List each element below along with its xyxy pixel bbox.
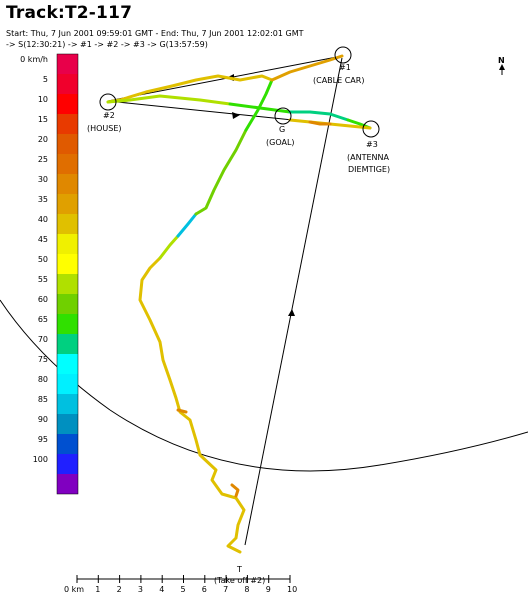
- waypoint-antenna-name2: DIEMTIGE): [348, 165, 391, 174]
- legend-swatch: [57, 74, 78, 94]
- legend-label: 70: [37, 335, 48, 344]
- legend-label: 0 km/h: [20, 55, 48, 64]
- legend-swatch: [57, 274, 78, 294]
- track-segment: [176, 212, 198, 238]
- legend-swatch: [57, 174, 78, 194]
- legend-swatch: [57, 394, 78, 414]
- legend-label: 25: [37, 155, 48, 164]
- scale-tick-label: 2: [116, 585, 122, 594]
- legend-swatch: [57, 454, 78, 474]
- scale-tick-label: 5: [180, 585, 186, 594]
- waypoint-antenna-id: #3: [366, 140, 378, 149]
- legend-label: 85: [37, 395, 48, 404]
- legend-label: 65: [37, 315, 48, 324]
- track-title: Track:T2-117: [6, 3, 133, 23]
- route-summary: -> S(12:30:21) -> #1 -> #2 -> #3 -> G(13…: [6, 40, 208, 49]
- legend-outline: [56, 53, 79, 495]
- scale-unit-label: 0 km: [64, 585, 85, 594]
- cylinder-arc-bottom: [109, 409, 528, 472]
- legend-swatch: [57, 214, 78, 234]
- legend-label: 20: [37, 135, 48, 144]
- legend-label: 45: [37, 235, 48, 244]
- leg-takeoff-cablecar: [244, 57, 343, 546]
- legend-swatch: [57, 234, 78, 254]
- legend-label: 30: [37, 175, 48, 184]
- scale-ticks: [76, 575, 291, 583]
- legend-label: 15: [37, 115, 48, 124]
- legend-swatch: [57, 134, 78, 154]
- waypoint-house-circle: [99, 93, 117, 111]
- legend-label: 35: [37, 195, 48, 204]
- legend-swatch: [57, 114, 78, 134]
- waypoint-cable-car-id: #1: [339, 63, 351, 72]
- track-segment: [308, 120, 332, 126]
- legend-label: 95: [37, 435, 48, 444]
- legend-swatch: [57, 194, 78, 214]
- legend-label: 40: [37, 215, 48, 224]
- speed-color-bar: [56, 53, 79, 495]
- track-segment: [138, 256, 246, 554]
- legend-label: 75: [37, 355, 48, 364]
- waypoint-antenna-circle: [362, 120, 380, 138]
- waypoint-goal-name: (GOAL): [266, 138, 295, 147]
- scale-tick-label: 4: [159, 585, 165, 594]
- flight-timing: Start: Thu, 7 Jun 2001 09:59:01 GMT - En…: [6, 29, 304, 38]
- cylinder-arc-left: [0, 299, 111, 411]
- scale-tick-label: 6: [201, 585, 207, 594]
- legend-label: 50: [37, 255, 48, 264]
- track-segment: [106, 74, 274, 104]
- legend-label: 5: [42, 75, 48, 84]
- waypoint-antenna-name: (ANTENNA: [347, 153, 389, 162]
- track-segment: [270, 54, 344, 82]
- track-segment: [194, 128, 248, 216]
- legend-label: 100: [32, 455, 48, 464]
- waypoint-house-id: #2: [103, 111, 115, 120]
- waypoint-goal-id: G: [279, 125, 286, 134]
- waypoint-takeoff-id: T: [237, 565, 242, 574]
- legend-swatch: [57, 294, 78, 314]
- north-arrow-icon: [499, 64, 505, 75]
- legend-swatch: [57, 94, 78, 114]
- leg-arrow-1: [288, 309, 295, 316]
- legend-label: 10: [37, 95, 48, 104]
- track-segment: [228, 102, 292, 114]
- scale-tick-label: 7: [223, 585, 229, 594]
- north-label: N: [498, 56, 505, 65]
- legend-swatch: [57, 474, 78, 494]
- waypoint-takeoff-name: (Take off #2): [214, 576, 266, 585]
- legend-swatch: [57, 334, 78, 354]
- scale-tick-label: 3: [137, 585, 143, 594]
- waypoint-house-name: (HOUSE): [87, 124, 122, 133]
- waypoint-cable-car-circle: [334, 46, 352, 64]
- legend-label: 90: [37, 415, 48, 424]
- scale-tick-label: 1: [95, 585, 101, 594]
- legend-swatch: [57, 414, 78, 434]
- track-segment: [158, 234, 180, 260]
- waypoint-goal-circle: [274, 107, 292, 125]
- track-segment: [106, 94, 232, 106]
- track-segment: [244, 78, 274, 132]
- legend-label: 80: [37, 375, 48, 384]
- legend-swatch: [57, 154, 78, 174]
- legend-swatch: [57, 374, 78, 394]
- legend-swatch: [57, 434, 78, 454]
- leg-arrow-3: [232, 112, 240, 119]
- legend-label: 55: [37, 275, 48, 284]
- scale-tick-label: 9: [265, 585, 271, 594]
- scale-tick-label: 8: [244, 585, 250, 594]
- track-segment: [176, 408, 188, 414]
- track-segment: [288, 110, 350, 122]
- legend-label: 60: [37, 295, 48, 304]
- waypoint-cable-car-name: (CABLE CAR): [313, 76, 365, 85]
- legend-swatch: [57, 254, 78, 274]
- legend-swatch: [57, 54, 78, 74]
- track-segment: [230, 483, 240, 498]
- scale-tick-label: 10: [287, 585, 298, 594]
- legend-swatch: [57, 314, 78, 334]
- legend-swatch: [57, 354, 78, 374]
